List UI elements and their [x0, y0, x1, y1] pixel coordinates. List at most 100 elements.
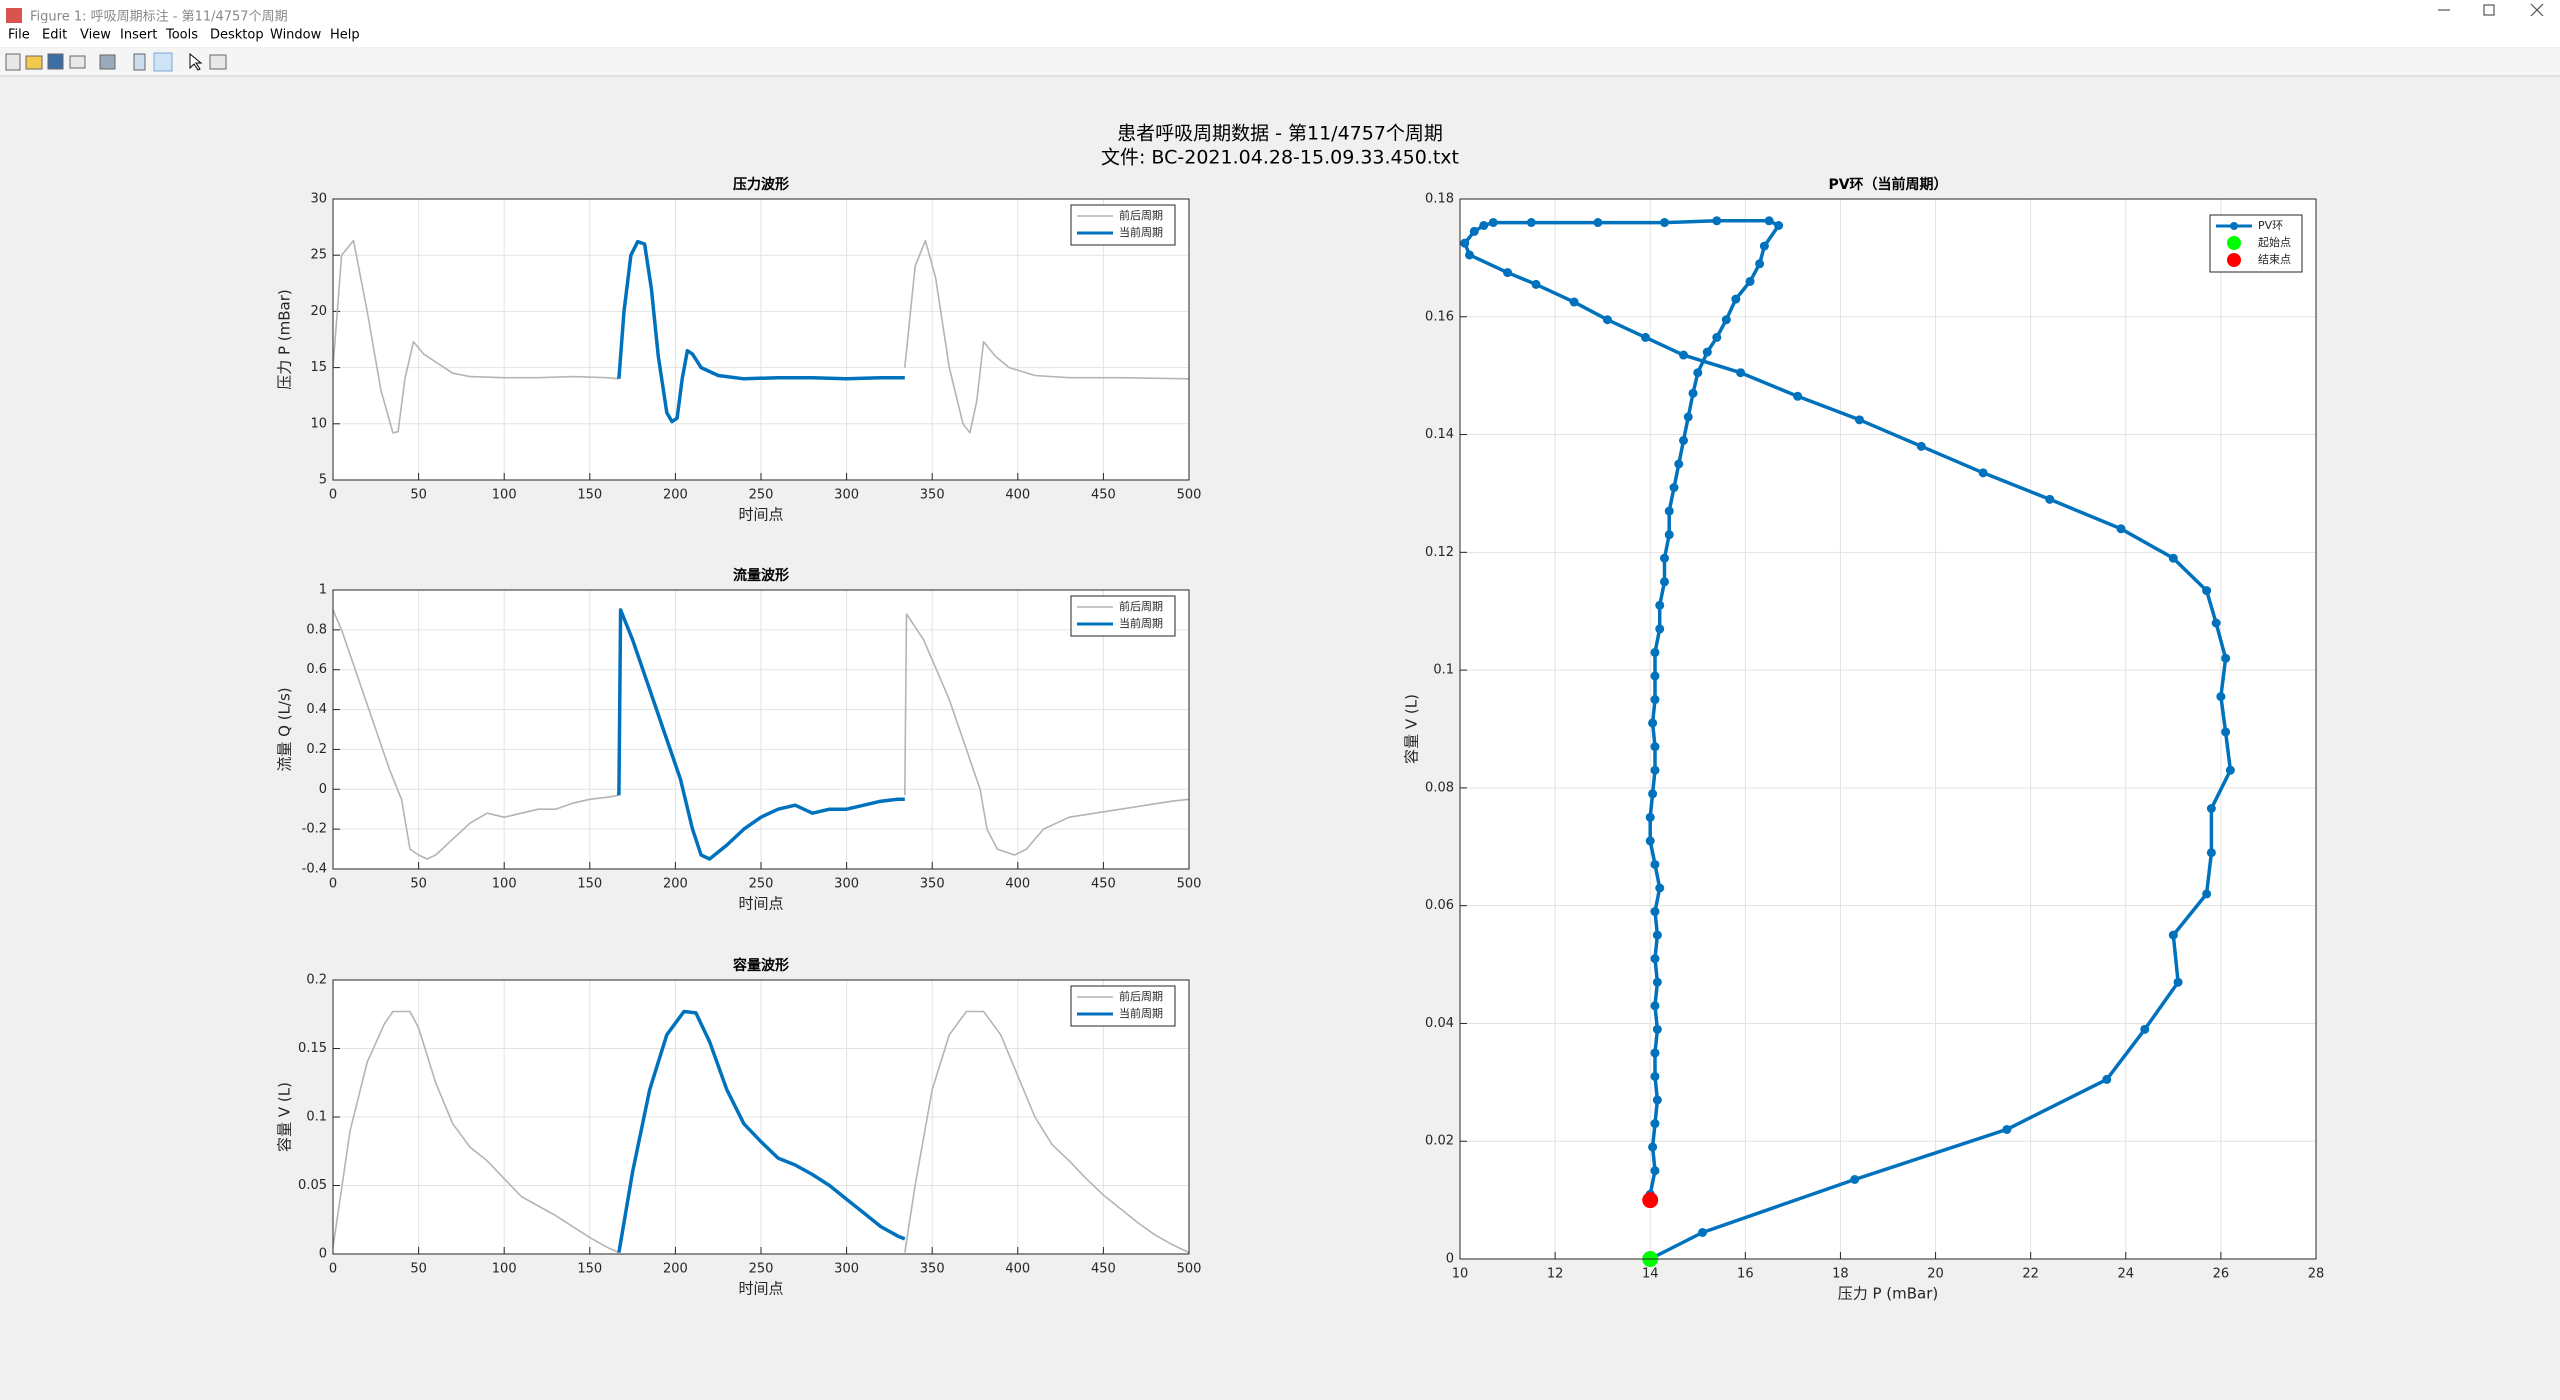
- x-tick-label: 28: [2308, 1267, 2325, 1282]
- data-point: [1698, 1228, 1708, 1237]
- data-point: [1793, 391, 1803, 401]
- x-tick-label: 300: [834, 488, 859, 503]
- data-point: [2216, 692, 2226, 702]
- x-tick-label: 250: [749, 488, 774, 503]
- figure-subtitle: 文件: BC-2021.04.28-15.09.33.450.txt: [1101, 147, 1459, 169]
- data-point: [1648, 1142, 1658, 1152]
- data-point: [1460, 238, 1470, 248]
- data-point: [1650, 907, 1660, 917]
- x-axis-label: 时间点: [738, 506, 783, 524]
- menu-item[interactable]: Edit: [42, 28, 67, 43]
- series-line: [332, 239, 1190, 434]
- data-point: [1664, 530, 1674, 540]
- y-axis-label: 压力 P (mBar): [276, 289, 294, 390]
- x-tick-label: 400: [1005, 877, 1030, 892]
- legend-label: 当前周期: [1119, 1006, 1163, 1020]
- x-tick-label: 250: [749, 1262, 774, 1277]
- print-preview-icon[interactable]: [99, 54, 116, 70]
- data-point: [1650, 671, 1660, 681]
- data-point: [1774, 221, 1784, 230]
- y-tick-label: 0.14: [1425, 427, 1454, 442]
- menu-item[interactable]: Insert: [120, 28, 157, 43]
- y-tick-label: 25: [310, 248, 327, 263]
- restore-button[interactable]: [2483, 4, 2495, 16]
- legend-box: [1070, 595, 1176, 637]
- data-point: [2168, 930, 2178, 940]
- data-point: [1759, 241, 1769, 251]
- data-point: [1648, 718, 1658, 728]
- data-point: [1679, 435, 1689, 445]
- x-tick-label: 50: [410, 488, 427, 503]
- menu-item[interactable]: File: [8, 28, 30, 43]
- data-point: [2211, 618, 2221, 628]
- y-tick-label: 0.16: [1425, 309, 1454, 324]
- data-point: [1650, 859, 1660, 869]
- edit-plot-icon[interactable]: [189, 52, 203, 71]
- y-tick-label: -0.4: [302, 862, 327, 877]
- y-tick-label: 20: [310, 304, 327, 319]
- data-point: [1655, 624, 1665, 634]
- x-tick-label: 0: [329, 1262, 337, 1277]
- legend-label: 当前周期: [1119, 616, 1163, 630]
- y-tick-label: 30: [310, 192, 327, 207]
- x-tick-label: 0: [329, 877, 337, 892]
- y-tick-label: 0.18: [1425, 192, 1454, 207]
- menu-item[interactable]: Window: [270, 28, 322, 43]
- legend-label: 当前周期: [1119, 225, 1163, 239]
- data-point: [1721, 315, 1731, 325]
- x-tick-label: 250: [749, 877, 774, 892]
- window-title: Figure 1: 呼吸周期标注 - 第11/4757个周期: [30, 10, 288, 25]
- legend-label: 前后周期: [1119, 599, 1163, 613]
- menu-item[interactable]: View: [80, 28, 111, 43]
- show-plot-tools-icon[interactable]: [153, 52, 173, 72]
- y-axis-label: 流量 Q (L/s): [276, 687, 294, 771]
- menu-item[interactable]: Tools: [165, 28, 198, 43]
- data-point: [1916, 441, 1926, 451]
- close-button[interactable]: [2530, 3, 2544, 17]
- x-tick-label: 100: [492, 1262, 517, 1277]
- y-tick-label: 0.06: [1425, 898, 1454, 913]
- x-tick-label: 450: [1091, 877, 1116, 892]
- y-tick-label: 0.15: [298, 1041, 327, 1056]
- x-tick-label: 350: [920, 877, 945, 892]
- menu-item[interactable]: Help: [330, 28, 360, 43]
- print-icon[interactable]: [69, 55, 86, 69]
- data-point: [2102, 1074, 2112, 1084]
- data-point: [1683, 412, 1693, 422]
- data-point: [1650, 647, 1660, 657]
- x-tick-label: 10: [1452, 1267, 1469, 1282]
- data-point: [1655, 600, 1665, 610]
- menu-item[interactable]: Desktop: [210, 28, 264, 43]
- y-axis-label: 容量 V (L): [276, 1082, 294, 1152]
- data-point: [1602, 315, 1612, 325]
- app-icon: [6, 8, 22, 24]
- open-icon[interactable]: [25, 55, 43, 70]
- toolbar: [0, 48, 2560, 76]
- legend-marker: [2230, 222, 2238, 230]
- series-line: [332, 609, 1190, 860]
- save-icon[interactable]: [47, 53, 64, 70]
- property-icon[interactable]: [209, 54, 227, 70]
- data-point: [1854, 415, 1864, 425]
- x-tick-label: 100: [492, 488, 517, 503]
- legend-label: 前后周期: [1119, 208, 1163, 222]
- x-tick-label: 12: [1547, 1267, 1564, 1282]
- y-tick-label: 0.04: [1425, 1016, 1454, 1031]
- data-point: [1526, 218, 1536, 228]
- data-point: [2221, 727, 2231, 737]
- data-point: [2002, 1124, 2012, 1134]
- new-icon[interactable]: [5, 53, 21, 71]
- data-point: [2202, 889, 2212, 899]
- data-point: [1503, 268, 1513, 278]
- menu-bar: [0, 23, 2560, 47]
- x-axis-label: 时间点: [738, 895, 783, 913]
- x-tick-label: 150: [577, 877, 602, 892]
- figure-title: 患者呼吸周期数据 - 第11/4757个周期: [1117, 123, 1443, 145]
- y-tick-label: 0.1: [306, 1110, 327, 1125]
- y-axis-label: 容量 V (L): [1403, 694, 1421, 764]
- axes-box: [332, 589, 1190, 870]
- data-point: [2168, 553, 2178, 563]
- hide-plot-tools-icon[interactable]: [133, 53, 146, 71]
- y-tick-label: 0.08: [1425, 780, 1454, 795]
